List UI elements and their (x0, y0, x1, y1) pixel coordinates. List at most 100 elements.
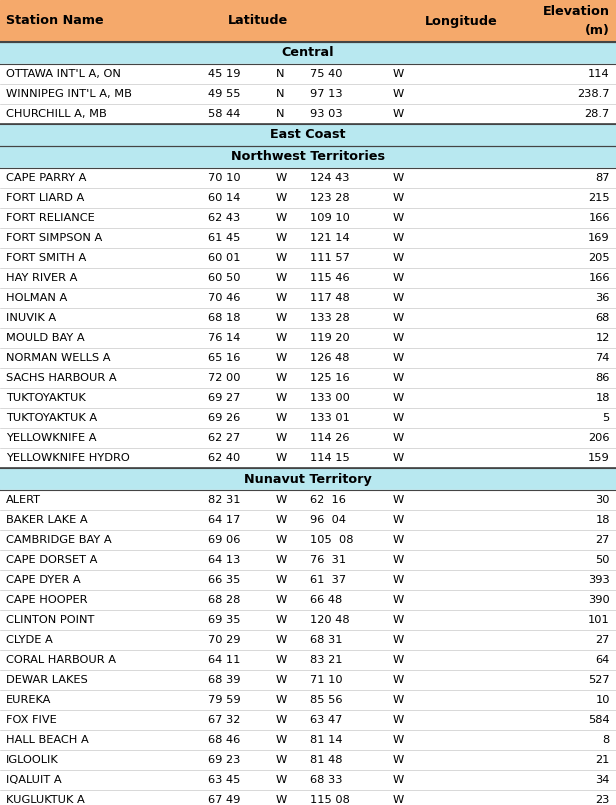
Text: Central: Central (282, 47, 334, 60)
Text: 64 11: 64 11 (208, 655, 241, 665)
Text: 63 45: 63 45 (208, 775, 241, 785)
Text: 117 48: 117 48 (310, 293, 350, 303)
Text: 527: 527 (588, 675, 610, 685)
Bar (0, 64, 616, 84)
Text: 68 31: 68 31 (310, 635, 342, 645)
Text: N: N (276, 109, 285, 119)
Text: W: W (393, 775, 404, 785)
Bar (0, 448, 616, 468)
Bar (0, 104, 616, 124)
Text: 81 14: 81 14 (310, 735, 342, 745)
Text: W: W (393, 515, 404, 525)
Text: YELLOWKNIFE A: YELLOWKNIFE A (6, 433, 97, 443)
Text: MOULD BAY A: MOULD BAY A (6, 333, 85, 343)
Text: 584: 584 (588, 715, 610, 725)
Text: INUVIK A: INUVIK A (6, 313, 56, 323)
Text: 72 00: 72 00 (208, 373, 241, 383)
Text: 215: 215 (588, 193, 610, 203)
Bar (0, 690, 616, 710)
Text: W: W (276, 333, 287, 343)
Text: W: W (393, 595, 404, 605)
Text: CAPE DORSET A: CAPE DORSET A (6, 555, 97, 565)
Text: W: W (276, 313, 287, 323)
Text: 105  08: 105 08 (310, 535, 354, 545)
Text: 68: 68 (596, 313, 610, 323)
Text: 114 26: 114 26 (310, 433, 349, 443)
Text: W: W (393, 635, 404, 645)
Text: 62 43: 62 43 (208, 213, 240, 223)
Bar (0, 328, 616, 348)
Text: W: W (393, 433, 404, 443)
Text: CAPE DYER A: CAPE DYER A (6, 575, 81, 585)
Text: 27: 27 (596, 635, 610, 645)
Text: W: W (276, 615, 287, 625)
Text: W: W (393, 313, 404, 323)
Text: W: W (276, 635, 287, 645)
Text: W: W (276, 595, 287, 605)
Bar (0, 710, 616, 730)
Text: W: W (393, 735, 404, 745)
Text: 69 26: 69 26 (208, 413, 240, 423)
Text: 115 46: 115 46 (310, 273, 349, 283)
Text: 133 00: 133 00 (310, 393, 350, 403)
Text: W: W (393, 535, 404, 545)
Text: W: W (276, 293, 287, 303)
Text: 68 18: 68 18 (208, 313, 241, 323)
Text: Station Name: Station Name (6, 14, 103, 27)
Text: 120 48: 120 48 (310, 615, 349, 625)
Text: 115 08: 115 08 (310, 795, 350, 805)
Text: 61 45: 61 45 (208, 233, 241, 243)
Bar (0, 670, 616, 690)
Text: (m): (m) (585, 23, 610, 37)
Text: 238.7: 238.7 (577, 89, 610, 99)
Text: 97 13: 97 13 (310, 89, 342, 99)
Text: 390: 390 (588, 595, 610, 605)
Text: CHURCHILL A, MB: CHURCHILL A, MB (6, 109, 107, 119)
Text: 81 48: 81 48 (310, 755, 342, 765)
Text: FOX FIVE: FOX FIVE (6, 715, 57, 725)
Text: SACHS HARBOUR A: SACHS HARBOUR A (6, 373, 117, 383)
Text: 50: 50 (595, 555, 610, 565)
Text: W: W (276, 575, 287, 585)
Text: 93 03: 93 03 (310, 109, 342, 119)
Text: 34: 34 (596, 775, 610, 785)
Text: W: W (393, 615, 404, 625)
Text: 45 19: 45 19 (208, 69, 241, 79)
Text: 166: 166 (588, 273, 610, 283)
Bar (0, 288, 616, 308)
Text: 133 28: 133 28 (310, 313, 350, 323)
Text: W: W (276, 433, 287, 443)
Text: FORT SMITH A: FORT SMITH A (6, 253, 86, 263)
Text: 125 16: 125 16 (310, 373, 349, 383)
Text: W: W (393, 695, 404, 705)
Text: W: W (276, 173, 287, 183)
Text: 62  16: 62 16 (310, 495, 346, 505)
Text: 30: 30 (595, 495, 610, 505)
Text: TUKTOYAKTUK A: TUKTOYAKTUK A (6, 413, 97, 423)
Text: 87: 87 (595, 173, 610, 183)
Text: 62 27: 62 27 (208, 433, 240, 443)
Text: W: W (276, 675, 287, 685)
Text: 76  31: 76 31 (310, 555, 346, 565)
Bar (0, 0, 616, 42)
Text: W: W (276, 253, 287, 263)
Text: Northwest Territories: Northwest Territories (231, 151, 385, 163)
Text: 49 55: 49 55 (208, 89, 241, 99)
Text: 60 14: 60 14 (208, 193, 241, 203)
Bar (0, 124, 616, 146)
Text: CAPE PARRY A: CAPE PARRY A (6, 173, 86, 183)
Text: BAKER LAKE A: BAKER LAKE A (6, 515, 88, 525)
Text: HOLMAN A: HOLMAN A (6, 293, 67, 303)
Text: W: W (393, 253, 404, 263)
Text: 66 48: 66 48 (310, 595, 342, 605)
Text: W: W (393, 213, 404, 223)
Text: 79 59: 79 59 (208, 695, 241, 705)
Text: N: N (276, 89, 285, 99)
Text: 109 10: 109 10 (310, 213, 350, 223)
Bar (0, 408, 616, 428)
Text: W: W (276, 655, 287, 665)
Text: 124 43: 124 43 (310, 173, 349, 183)
Bar (0, 146, 616, 168)
Text: 66 35: 66 35 (208, 575, 241, 585)
Text: CLINTON POINT: CLINTON POINT (6, 615, 94, 625)
